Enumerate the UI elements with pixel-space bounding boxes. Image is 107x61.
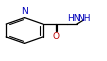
Text: NH: NH — [77, 14, 91, 23]
Text: O: O — [52, 32, 59, 41]
Text: N: N — [21, 7, 28, 16]
Text: HN: HN — [67, 14, 81, 23]
